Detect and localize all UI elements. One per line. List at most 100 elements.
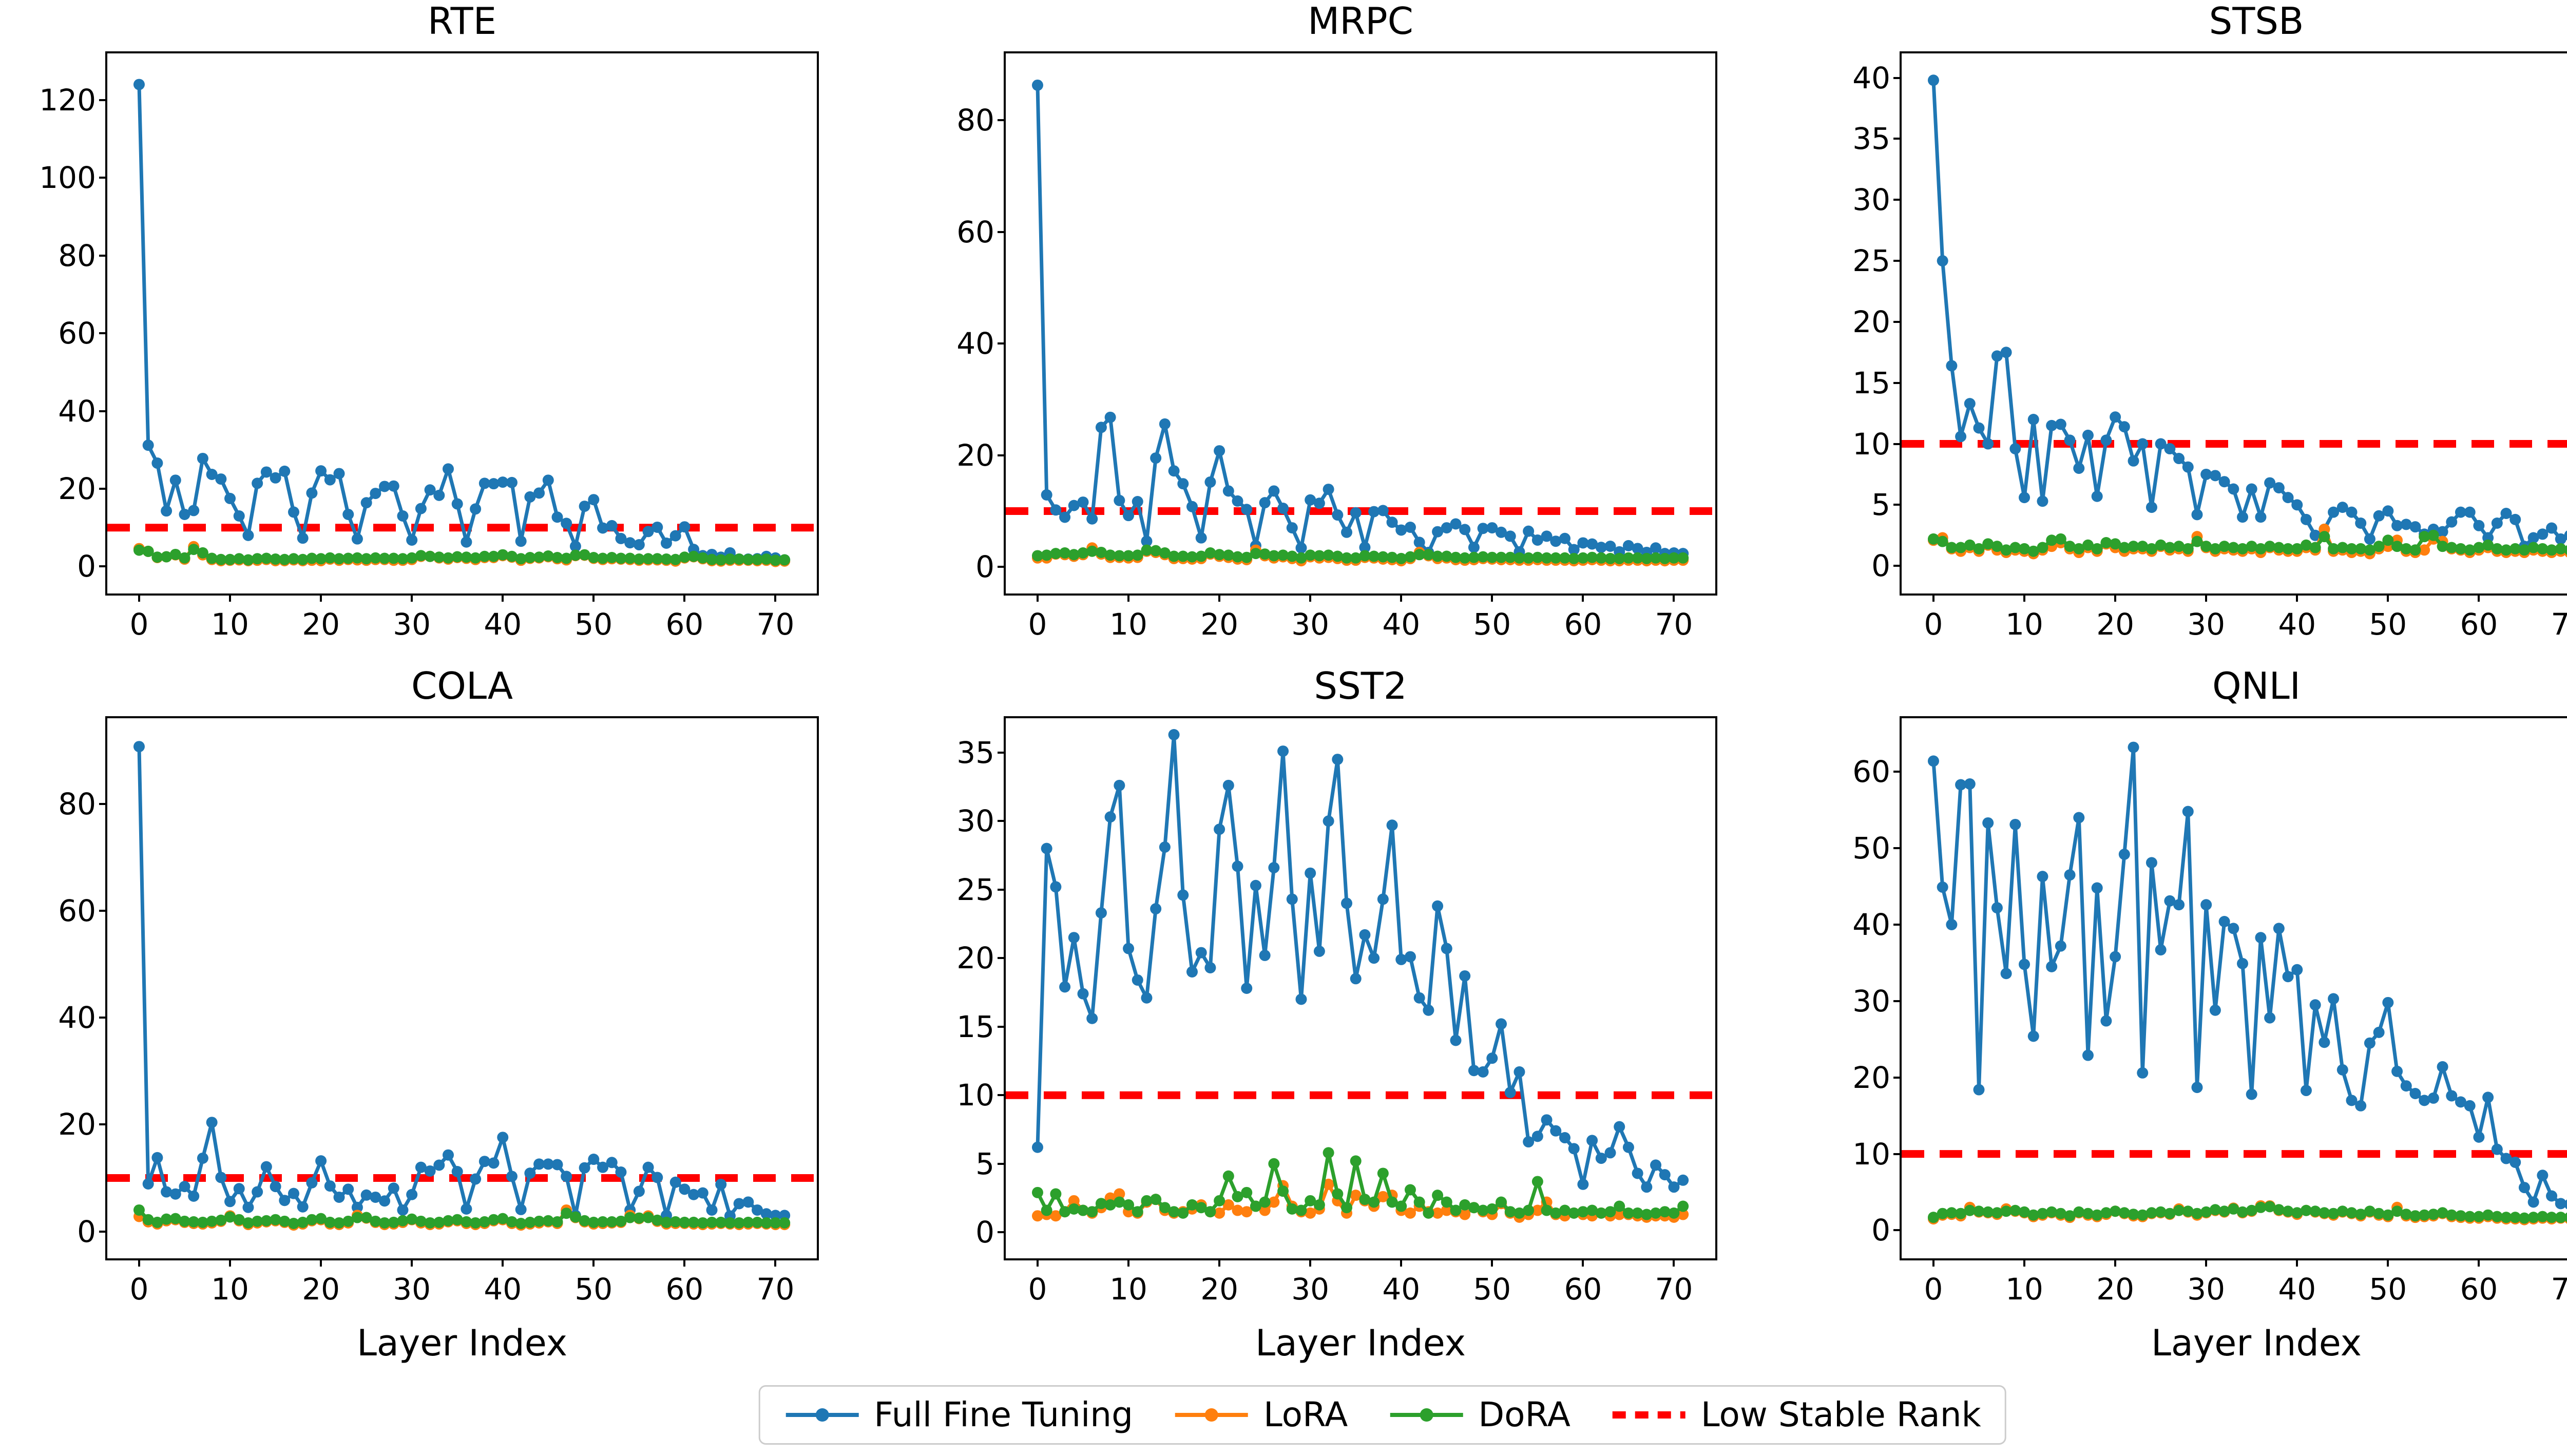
- data-point: [606, 1216, 618, 1228]
- data-point: [2128, 741, 2139, 753]
- ytick-mark: [99, 254, 107, 257]
- ytick-label: 40: [1852, 60, 1890, 95]
- data-point: [1368, 506, 1380, 518]
- data-point: [1159, 547, 1171, 559]
- data-point: [188, 544, 200, 555]
- data-point: [1132, 974, 1143, 986]
- xtick-mark: [229, 593, 232, 602]
- data-point: [1550, 1207, 1562, 1219]
- data-point: [2191, 1208, 2203, 1219]
- data-point: [1459, 552, 1471, 564]
- data-point: [624, 537, 636, 549]
- data-point: [1241, 1206, 1253, 1218]
- xtick-label: 20: [302, 1272, 340, 1307]
- data-point: [1432, 1207, 1444, 1219]
- data-point: [561, 518, 572, 529]
- data-point: [2255, 1201, 2267, 1213]
- data-point: [2182, 1205, 2194, 1217]
- data-point: [2300, 1085, 2312, 1097]
- data-point: [252, 1186, 263, 1198]
- data-point: [2400, 543, 2412, 554]
- data-point: [652, 521, 663, 533]
- legend-swatch: [1611, 1400, 1688, 1430]
- data-point: [1241, 1186, 1253, 1198]
- data-point: [133, 544, 145, 556]
- data-point: [315, 465, 327, 477]
- data-point: [1114, 550, 1125, 562]
- data-point: [1541, 552, 1553, 564]
- data-point: [2173, 541, 2185, 552]
- data-point: [1323, 1147, 1334, 1159]
- data-point: [542, 1158, 554, 1170]
- data-point: [470, 1173, 482, 1185]
- data-point: [1604, 540, 1616, 552]
- data-point: [2400, 1080, 2412, 1092]
- ytick-label: 20: [58, 471, 96, 506]
- data-point: [188, 1190, 200, 1202]
- data-point: [524, 552, 536, 564]
- data-point: [1132, 496, 1143, 508]
- data-point: [360, 553, 372, 565]
- data-point: [1395, 1200, 1407, 1212]
- data-point: [1386, 516, 1398, 528]
- ytick-label: 30: [1852, 983, 1890, 1019]
- data-point: [443, 1215, 454, 1227]
- data-point: [397, 553, 409, 565]
- data-point: [478, 1216, 490, 1228]
- data-point: [2409, 544, 2421, 556]
- data-point: [1159, 841, 1171, 853]
- data-point: [1332, 550, 1344, 562]
- data-point: [1031, 1141, 1043, 1153]
- data-point: [515, 1203, 527, 1215]
- data-point: [2073, 812, 2085, 823]
- data-point: [2319, 1207, 2330, 1219]
- data-point: [2291, 499, 2303, 511]
- data-point: [742, 553, 754, 565]
- data-point: [1214, 1195, 1225, 1206]
- data-point: [1168, 1206, 1180, 1218]
- data-point: [1459, 1209, 1471, 1220]
- ytick-label: 80: [956, 103, 994, 138]
- data-point: [2145, 502, 2157, 513]
- data-point: [1586, 1204, 1598, 1216]
- xtick-mark: [2387, 1258, 2389, 1267]
- data-point: [242, 1201, 254, 1213]
- data-point: [2046, 961, 2058, 972]
- data-point: [2409, 521, 2421, 533]
- data-point: [733, 1217, 745, 1229]
- xtick-mark: [2114, 1258, 2117, 1267]
- xtick-label: 40: [1382, 607, 1421, 642]
- ytick-mark: [99, 1123, 107, 1126]
- ytick-mark: [99, 909, 107, 912]
- xtick-mark: [502, 1258, 504, 1267]
- data-point: [2509, 1156, 2521, 1168]
- data-point: [1973, 1084, 1985, 1096]
- data-point: [2209, 1204, 2221, 1216]
- data-point: [2191, 1082, 2203, 1094]
- data-point: [2518, 1212, 2530, 1224]
- data-point: [342, 1183, 354, 1195]
- data-point: [1677, 552, 1689, 564]
- data-point: [1496, 526, 1507, 538]
- data-point: [2364, 533, 2376, 545]
- xtick-label: 70: [1655, 607, 1693, 642]
- ytick-label: 0: [975, 549, 994, 585]
- data-point: [524, 491, 536, 503]
- ytick-mark: [1893, 443, 1902, 445]
- data-point: [2500, 544, 2512, 556]
- data-point: [1068, 549, 1080, 561]
- data-point: [2464, 544, 2476, 556]
- ytick-mark: [99, 177, 107, 179]
- data-point: [1323, 484, 1334, 495]
- data-point: [624, 1212, 636, 1223]
- data-point: [1232, 1204, 1243, 1216]
- data-point: [1341, 897, 1353, 909]
- data-point: [597, 522, 609, 534]
- series-line: [137, 83, 787, 562]
- data-point: [2100, 1207, 2112, 1219]
- data-point: [1313, 497, 1325, 509]
- data-point: [270, 472, 281, 484]
- data-point: [2137, 541, 2149, 552]
- data-point: [1123, 1199, 1135, 1211]
- ytick-mark: [99, 565, 107, 568]
